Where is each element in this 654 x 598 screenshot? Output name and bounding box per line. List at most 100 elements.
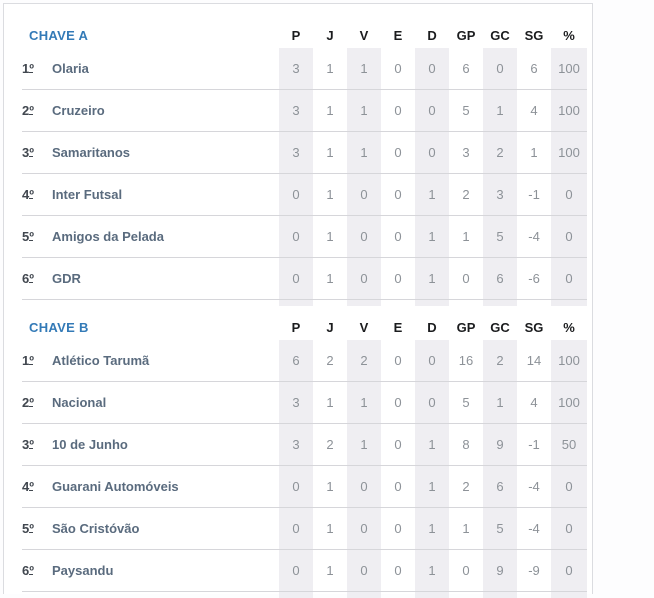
stat-cell-pct: 100	[551, 382, 587, 424]
position-cell: 5º	[22, 508, 52, 550]
stat-cell-P: 3	[279, 90, 313, 132]
team-name: Amigos da Pelada	[52, 216, 279, 258]
stat-cell-pct: 0	[551, 508, 587, 550]
ordinal-indicator: º	[29, 103, 34, 118]
stat-cell-SG: -4	[517, 466, 551, 508]
stat-cell-E: 0	[381, 132, 415, 174]
stat-cell-GP: 5	[449, 90, 483, 132]
spacer-cell	[313, 592, 347, 598]
stat-cell-GP: 3	[449, 132, 483, 174]
stat-cell-P: 0	[279, 466, 313, 508]
stat-cell-GP: 2	[449, 174, 483, 216]
stat-cell-P: 0	[279, 550, 313, 592]
stat-cell-P: 0	[279, 174, 313, 216]
stat-cell-V: 0	[347, 550, 381, 592]
team-name: GDR	[52, 258, 279, 300]
column-header-P: P	[279, 22, 313, 48]
column-header-pct: %	[551, 22, 587, 48]
stat-cell-SG: 14	[517, 340, 551, 382]
position-cell: 4º	[22, 466, 52, 508]
stat-cell-GC: 9	[483, 424, 517, 466]
spacer-cell	[551, 592, 587, 598]
stat-cell-D: 0	[415, 340, 449, 382]
stat-cell-pct: 100	[551, 90, 587, 132]
stat-cell-GP: 1	[449, 216, 483, 258]
column-header-D: D	[415, 314, 449, 340]
spacer-cell	[279, 592, 313, 598]
stat-cell-V: 1	[347, 424, 381, 466]
stat-cell-J: 1	[313, 132, 347, 174]
stat-cell-P: 0	[279, 216, 313, 258]
column-header-SG: SG	[517, 22, 551, 48]
stat-cell-E: 0	[381, 216, 415, 258]
stat-cell-GP: 0	[449, 258, 483, 300]
stripe-spacer-row	[22, 592, 587, 598]
ordinal-indicator: º	[29, 353, 34, 368]
position-cell: 2º	[22, 90, 52, 132]
stat-cell-P: 0	[279, 508, 313, 550]
stat-cell-E: 0	[381, 424, 415, 466]
stat-cell-pct: 0	[551, 466, 587, 508]
column-header-pct: %	[551, 314, 587, 340]
stat-cell-GC: 3	[483, 174, 517, 216]
stat-cell-J: 1	[313, 466, 347, 508]
ordinal-indicator: º	[29, 563, 34, 578]
stat-cell-D: 1	[415, 466, 449, 508]
stat-cell-J: 1	[313, 48, 347, 90]
team-name: Paysandu	[52, 550, 279, 592]
ordinal-indicator: º	[29, 521, 34, 536]
stat-cell-GC: 6	[483, 258, 517, 300]
ordinal-indicator: º	[29, 395, 34, 410]
ordinal-indicator: º	[29, 479, 34, 494]
ordinal-indicator: º	[29, 187, 34, 202]
ordinal-indicator: º	[29, 229, 34, 244]
stat-cell-GC: 0	[483, 48, 517, 90]
stat-cell-GP: 16	[449, 340, 483, 382]
stat-cell-J: 1	[313, 90, 347, 132]
stat-cell-GC: 2	[483, 132, 517, 174]
position-cell: 6º	[22, 258, 52, 300]
position-cell: 1º	[22, 340, 52, 382]
stat-cell-P: 0	[279, 258, 313, 300]
stat-cell-pct: 100	[551, 48, 587, 90]
stat-cell-SG: -9	[517, 550, 551, 592]
stat-cell-P: 3	[279, 424, 313, 466]
team-name: 10 de Junho	[52, 424, 279, 466]
stat-cell-D: 1	[415, 216, 449, 258]
stat-cell-pct: 0	[551, 258, 587, 300]
team-name: São Cristóvão	[52, 508, 279, 550]
stat-cell-pct: 0	[551, 550, 587, 592]
column-header-GC: GC	[483, 22, 517, 48]
spacer-cell	[483, 300, 517, 307]
column-header-V: V	[347, 22, 381, 48]
spacer-cell	[415, 592, 449, 598]
position-cell: 6º	[22, 550, 52, 592]
stat-cell-V: 1	[347, 90, 381, 132]
team-name: Samaritanos	[52, 132, 279, 174]
stat-cell-D: 1	[415, 424, 449, 466]
stat-cell-V: 0	[347, 216, 381, 258]
stat-cell-V: 0	[347, 466, 381, 508]
column-header-GC: GC	[483, 314, 517, 340]
spacer-cell	[381, 592, 415, 598]
column-header-D: D	[415, 22, 449, 48]
stat-cell-J: 1	[313, 382, 347, 424]
stat-cell-E: 0	[381, 508, 415, 550]
column-header-GP: GP	[449, 314, 483, 340]
stat-cell-SG: -1	[517, 174, 551, 216]
stat-cell-pct: 50	[551, 424, 587, 466]
stat-cell-GC: 2	[483, 340, 517, 382]
stat-cell-J: 1	[313, 508, 347, 550]
stat-cell-V: 1	[347, 382, 381, 424]
spacer-cell	[449, 300, 483, 307]
spacer-cell	[483, 592, 517, 598]
stat-cell-D: 0	[415, 382, 449, 424]
stat-cell-pct: 100	[551, 340, 587, 382]
